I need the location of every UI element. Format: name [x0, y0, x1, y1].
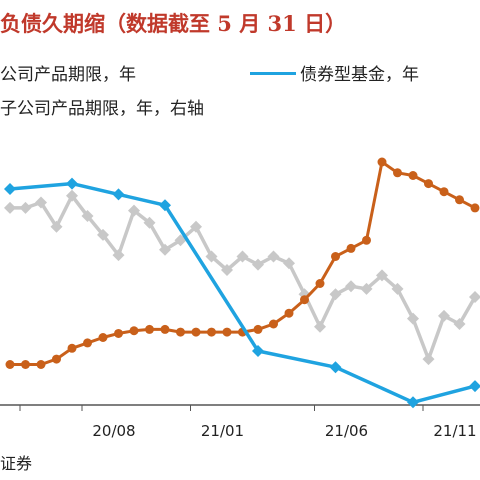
data-point	[190, 220, 202, 233]
data-point	[5, 360, 15, 369]
data-point	[253, 324, 263, 334]
data-point	[407, 312, 419, 325]
data-point	[207, 327, 216, 337]
data-point	[81, 210, 94, 222]
data-point	[97, 228, 109, 241]
data-point	[283, 257, 295, 270]
data-point	[128, 204, 140, 217]
data-point	[422, 353, 435, 366]
data-point	[393, 168, 402, 178]
series-bond-fund	[4, 177, 480, 409]
data-point	[98, 333, 108, 342]
data-point	[252, 258, 264, 271]
data-point	[453, 318, 466, 330]
data-point	[205, 250, 218, 263]
data-point	[407, 396, 419, 409]
data-point	[470, 203, 480, 213]
data-point	[52, 354, 61, 364]
x-tick-label: 21/06	[325, 422, 368, 440]
data-point	[408, 171, 418, 180]
data-point	[19, 201, 32, 214]
legend: 公司产品期限，年 债券型基金，年 子公司产品期限，年，右轴	[0, 0, 480, 130]
data-point	[129, 326, 139, 336]
data-point	[159, 243, 171, 256]
data-point	[362, 235, 371, 245]
data-point	[284, 308, 294, 318]
data-point	[145, 324, 154, 334]
data-point	[438, 309, 450, 322]
x-tick-label: 21/11	[433, 422, 476, 440]
data-point	[269, 319, 278, 329]
data-point	[424, 179, 433, 189]
series-company-product-term	[4, 189, 480, 366]
data-point	[391, 282, 404, 295]
legend-line-bond-fund	[250, 72, 296, 75]
data-point	[36, 360, 46, 369]
data-point	[112, 188, 125, 201]
series-line	[9, 181, 476, 405]
x-tick-label: 20/08	[92, 422, 135, 440]
data-point	[67, 343, 77, 353]
data-point	[83, 338, 92, 348]
data-point	[331, 252, 340, 261]
data-point	[469, 291, 480, 303]
data-point	[21, 360, 30, 369]
data-point	[4, 183, 16, 195]
legend-label-company: 公司产品期限，年	[0, 65, 136, 85]
data-point	[66, 177, 78, 190]
legend-label-bond-fund: 债券型基金，年	[300, 65, 419, 85]
series-subsidiary-product-term	[5, 157, 480, 369]
data-point	[377, 157, 387, 167]
data-point	[222, 327, 232, 337]
data-point	[345, 280, 357, 293]
data-point	[346, 243, 356, 253]
data-point	[221, 264, 233, 276]
data-point	[191, 327, 201, 337]
data-point	[160, 324, 170, 334]
data-point	[329, 288, 342, 301]
data-point	[252, 345, 264, 357]
data-point	[315, 279, 325, 288]
data-point	[159, 199, 171, 212]
data-point	[267, 250, 280, 263]
data-point	[50, 220, 63, 233]
data-point	[314, 320, 326, 333]
chart-title: 负债久期缩（数据截至 5 月 31 日）	[0, 11, 347, 36]
data-point	[376, 269, 388, 282]
data-point	[66, 189, 78, 202]
data-point	[176, 327, 185, 337]
data-point	[300, 295, 309, 305]
data-point	[114, 328, 123, 338]
data-point	[469, 380, 480, 393]
data-point	[439, 187, 449, 197]
legend-label-subsidiary: 子公司产品期限，年，右轴	[0, 99, 204, 119]
x-ticks: 20/08 21/01 21/06 21/11	[19, 405, 477, 440]
source-note: 证券	[0, 454, 33, 473]
data-point	[4, 201, 16, 214]
data-point	[35, 196, 47, 209]
data-point	[360, 282, 373, 295]
data-point	[455, 195, 464, 205]
x-tick-label: 21/01	[201, 422, 244, 440]
data-point	[329, 361, 342, 374]
data-point	[143, 216, 156, 229]
data-point	[112, 249, 125, 262]
data-point	[236, 250, 249, 263]
